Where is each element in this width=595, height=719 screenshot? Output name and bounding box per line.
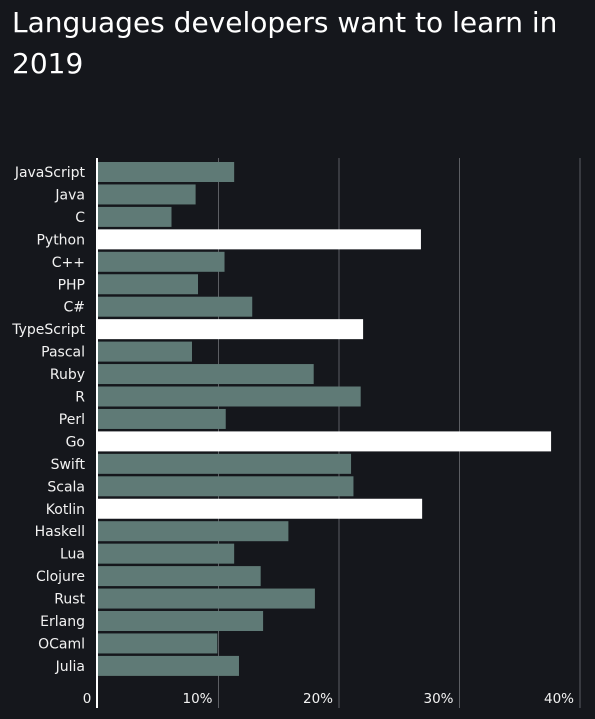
x-tick-label-40: 40% xyxy=(544,691,574,707)
bar-perl xyxy=(98,408,226,429)
category-label-haskell: Haskell xyxy=(35,524,85,540)
bar-cplusplus xyxy=(98,251,225,272)
bar-clojure xyxy=(98,566,261,587)
category-label-rust: Rust xyxy=(54,592,85,608)
bar-rust xyxy=(98,588,315,609)
x-tick-label-20: 20% xyxy=(303,691,333,707)
bar-python xyxy=(98,229,421,250)
category-label-r: R xyxy=(75,390,85,406)
category-label-ocaml: OCaml xyxy=(38,636,85,652)
bar-ruby xyxy=(98,364,314,385)
chart-title: Languages developers want to learn in 20… xyxy=(12,6,558,80)
category-label-swift: Swift xyxy=(51,457,86,473)
bar-php xyxy=(98,274,199,295)
category-label-cplusplus: C++ xyxy=(52,255,85,271)
bars xyxy=(98,162,552,676)
x-tick-label-10: 10% xyxy=(182,691,212,707)
bar-typescript xyxy=(98,319,364,340)
category-label-clojure: Clojure xyxy=(36,569,85,585)
category-label-go: Go xyxy=(66,434,85,450)
category-label-python: Python xyxy=(36,232,85,248)
category-label-javascript: JavaScript xyxy=(14,165,86,181)
bar-javascript xyxy=(98,162,235,182)
bar-csharp xyxy=(98,296,253,317)
bar-go xyxy=(98,431,552,452)
bar-kotlin xyxy=(98,498,423,519)
category-label-csharp: C# xyxy=(63,300,85,316)
bar-scala xyxy=(98,476,354,497)
bar-erlang xyxy=(98,611,264,631)
bar-ocaml xyxy=(98,633,218,654)
category-label-kotlin: Kotlin xyxy=(46,502,85,518)
category-label-scala: Scala xyxy=(47,479,85,495)
bar-pascal xyxy=(98,341,192,362)
category-label-java: Java xyxy=(54,187,85,203)
category-label-julia: Julia xyxy=(55,659,85,675)
category-label-c: C xyxy=(75,210,85,226)
category-labels: JavaScript Java C Python C++ PHP C# TypeScript P… xyxy=(11,165,85,675)
bar-java xyxy=(98,184,196,205)
x-tick-label-30: 30% xyxy=(423,691,453,707)
bar-haskell xyxy=(98,521,289,542)
bar-julia xyxy=(98,655,239,676)
category-label-pascal: Pascal xyxy=(41,345,85,361)
category-label-typescript: TypeScript xyxy=(11,322,85,338)
bar-r xyxy=(98,386,361,407)
category-label-perl: Perl xyxy=(59,412,85,428)
x-tick-labels: 0 10% 20% 30% 40% xyxy=(83,691,574,707)
category-label-erlang: Erlang xyxy=(40,614,85,630)
bar-lua xyxy=(98,543,235,564)
category-label-ruby: Ruby xyxy=(50,367,85,383)
bar-c xyxy=(98,206,172,227)
category-label-lua: Lua xyxy=(60,547,85,563)
x-tick-label-0: 0 xyxy=(83,691,92,707)
category-label-php: PHP xyxy=(58,277,85,293)
bar-swift xyxy=(98,453,352,474)
